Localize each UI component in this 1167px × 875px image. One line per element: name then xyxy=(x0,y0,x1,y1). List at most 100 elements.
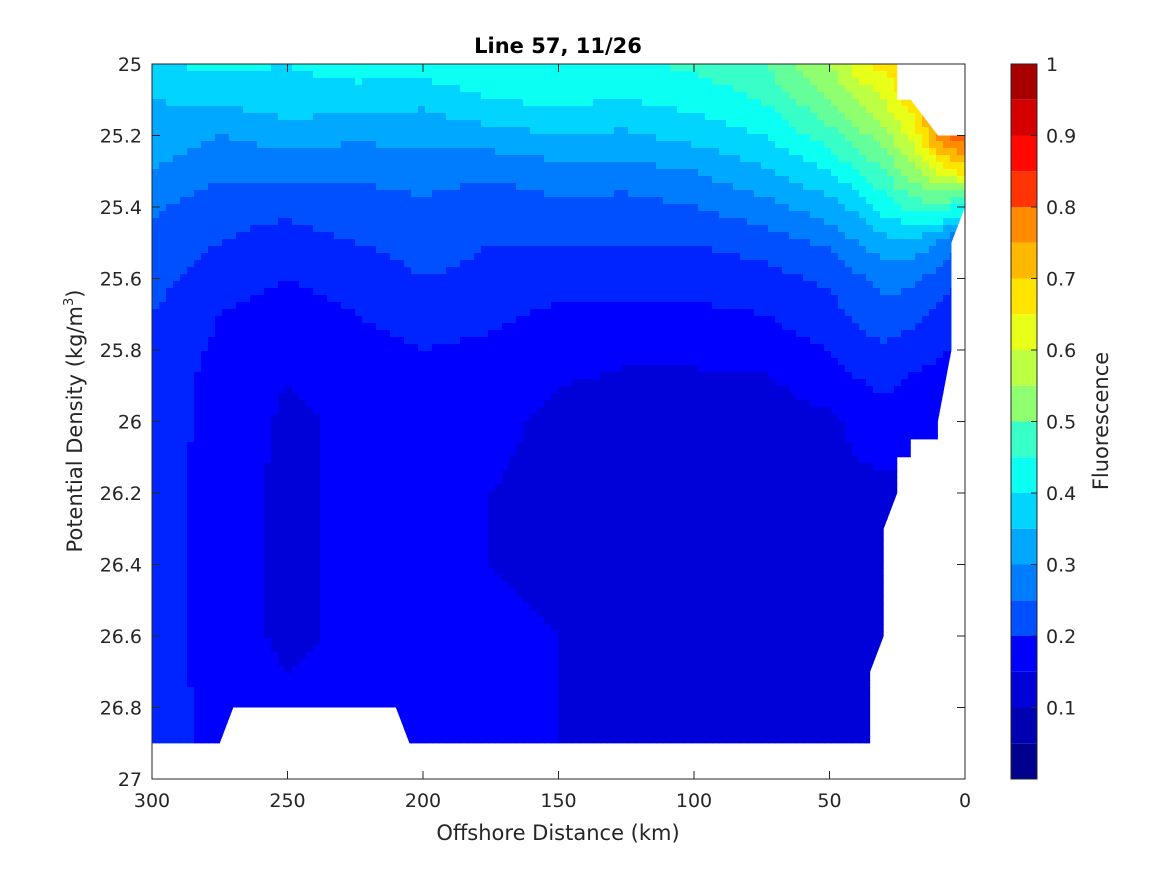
field-cell xyxy=(474,260,482,268)
field-cell xyxy=(159,673,167,681)
field-cell xyxy=(341,449,349,457)
field-cell xyxy=(180,106,188,114)
field-cell xyxy=(208,463,216,471)
field-cell xyxy=(425,736,433,744)
field-cell xyxy=(411,435,419,443)
field-cell xyxy=(236,127,244,135)
field-cell xyxy=(404,246,412,254)
field-cell xyxy=(264,281,272,289)
field-cell xyxy=(285,540,293,548)
field-cell xyxy=(376,365,384,373)
field-cell xyxy=(411,295,419,303)
field-cell xyxy=(348,106,356,114)
field-cell xyxy=(348,330,356,338)
field-cell xyxy=(166,603,174,611)
field-cell xyxy=(369,393,377,401)
field-cell xyxy=(257,512,265,520)
field-cell xyxy=(411,274,419,282)
field-cell xyxy=(222,680,230,688)
field-cell xyxy=(425,575,433,583)
field-cell xyxy=(208,106,216,114)
field-cell xyxy=(285,568,293,576)
field-cell xyxy=(341,456,349,464)
field-cell xyxy=(355,407,363,415)
field-cell xyxy=(404,379,412,387)
field-cell xyxy=(292,372,300,380)
field-cell xyxy=(453,393,461,401)
field-cell xyxy=(194,85,202,93)
field-cell xyxy=(383,435,391,443)
field-cell xyxy=(187,498,195,506)
field-cell xyxy=(411,351,419,359)
field-cell xyxy=(341,239,349,247)
field-cell xyxy=(474,204,482,212)
field-cell xyxy=(467,183,475,191)
field-cell xyxy=(208,71,216,79)
field-cell xyxy=(439,274,447,282)
field-cell xyxy=(404,519,412,527)
field-cell xyxy=(376,253,384,261)
field-cell xyxy=(425,666,433,674)
field-cell xyxy=(432,393,440,401)
field-cell xyxy=(446,169,454,177)
field-cell xyxy=(285,99,293,107)
field-cell xyxy=(299,680,307,688)
field-cell xyxy=(481,232,489,240)
field-cell xyxy=(411,358,419,366)
field-cell xyxy=(250,575,258,583)
field-cell xyxy=(159,435,167,443)
field-cell xyxy=(250,659,258,667)
field-cell xyxy=(327,470,335,478)
field-cell xyxy=(439,204,447,212)
field-cell xyxy=(201,316,209,324)
field-cell xyxy=(215,274,223,282)
field-cell xyxy=(152,512,160,520)
field-cell xyxy=(446,309,454,317)
field-cell xyxy=(264,295,272,303)
field-cell xyxy=(292,274,300,282)
field-cell xyxy=(278,64,286,72)
field-cell xyxy=(334,631,342,639)
field-cell xyxy=(418,435,426,443)
field-cell xyxy=(474,666,482,674)
field-cell xyxy=(257,701,265,709)
field-cell xyxy=(229,449,237,457)
field-cell xyxy=(446,498,454,506)
field-cell xyxy=(362,687,370,695)
field-cell xyxy=(355,589,363,597)
field-cell xyxy=(215,218,223,226)
field-cell xyxy=(285,645,293,653)
field-cell xyxy=(460,71,468,79)
field-cell xyxy=(439,631,447,639)
field-cell xyxy=(327,435,335,443)
field-cell xyxy=(418,421,426,429)
field-cell xyxy=(292,428,300,436)
field-cell xyxy=(467,743,475,744)
field-cell xyxy=(180,393,188,401)
field-cell xyxy=(453,505,461,513)
field-cell xyxy=(488,197,496,205)
field-cell xyxy=(320,421,328,429)
field-cell xyxy=(390,78,398,86)
field-cell xyxy=(306,183,314,191)
field-cell xyxy=(439,113,447,121)
field-cell xyxy=(306,470,314,478)
field-cell xyxy=(320,694,328,702)
field-cell xyxy=(201,155,209,163)
field-cell xyxy=(376,477,384,485)
field-cell xyxy=(390,127,398,135)
field-cell xyxy=(481,708,489,716)
field-cell xyxy=(222,463,230,471)
field-cell xyxy=(229,617,237,625)
field-cell xyxy=(257,260,265,268)
field-cell xyxy=(243,645,251,653)
field-cell xyxy=(222,190,230,198)
field-cell xyxy=(341,274,349,282)
field-cell xyxy=(390,568,398,576)
field-cell xyxy=(334,162,342,170)
field-cell xyxy=(208,302,216,310)
field-cell xyxy=(306,337,314,345)
field-cell xyxy=(180,379,188,387)
field-cell xyxy=(327,92,335,100)
field-cell xyxy=(411,246,419,254)
